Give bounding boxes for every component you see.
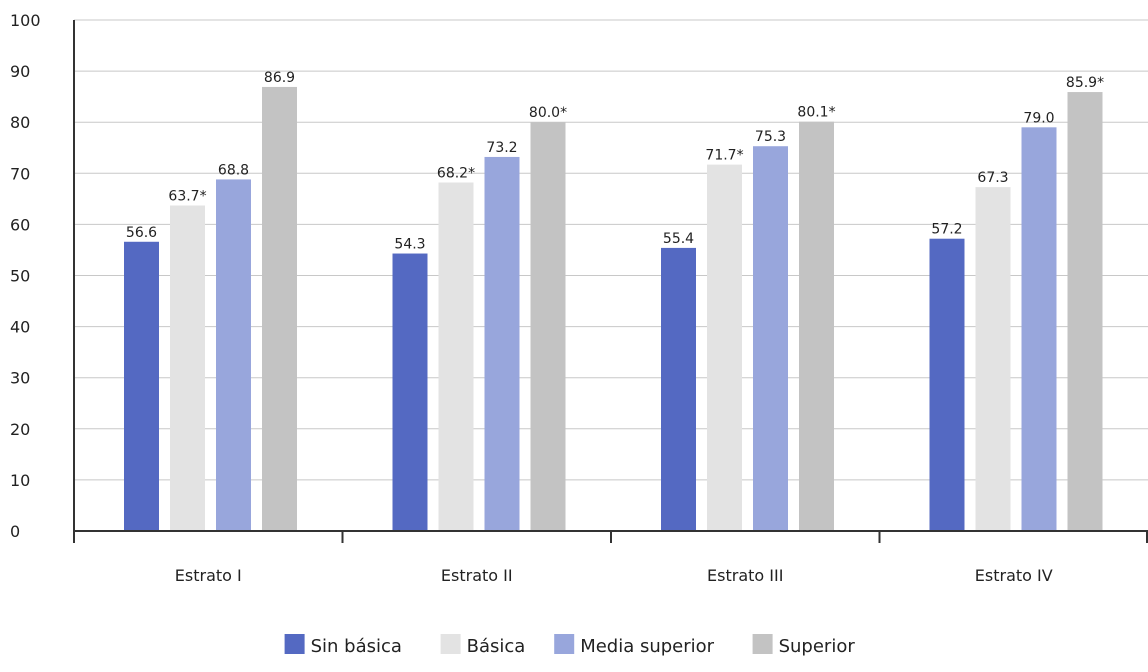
y-axis-ticks: 0 10 20 30 40 50 60 70 80 90 100: [10, 11, 41, 541]
data-label: 80.1*: [797, 105, 835, 121]
data-label: 73.2: [486, 140, 517, 156]
data-label: 86.9: [264, 70, 295, 86]
bar: [753, 146, 788, 532]
y-tick-label: 70: [10, 164, 30, 183]
bar: [484, 156, 520, 531]
data-label: 56.6: [126, 225, 157, 241]
data-label: 85.9*: [1066, 75, 1104, 91]
data-label: 75.3: [755, 129, 786, 145]
legend-swatch: [752, 634, 773, 654]
data-label: 80.0*: [529, 105, 567, 121]
y-tick-label: 20: [10, 420, 30, 439]
legend-label: Básica: [467, 636, 526, 657]
data-label: 68.8: [218, 162, 249, 178]
data-label: 68.2*: [437, 165, 475, 181]
y-tick-label: 0: [10, 522, 20, 541]
y-tick-label: 80: [10, 113, 30, 132]
y-tick-label: 60: [10, 215, 30, 234]
legend-swatch: [440, 634, 461, 654]
category-label: Estrato IV: [975, 566, 1053, 585]
y-tick-label: 40: [10, 318, 30, 337]
data-label: 55.4: [663, 231, 694, 247]
bar: [1067, 92, 1103, 532]
y-tick-label: 30: [10, 369, 30, 388]
bar: [707, 164, 742, 531]
legend-swatch: [554, 634, 575, 654]
data-label: 79.0: [1023, 110, 1054, 126]
data-label: 54.3: [394, 237, 425, 253]
bar: [929, 238, 965, 531]
bar: [392, 253, 428, 532]
bar: [799, 121, 834, 532]
data-label: 67.3: [977, 170, 1008, 186]
bar: [262, 86, 297, 531]
data-labels: 56.6 63.7* 68.8 86.9 54.3 68.2* 73.2 80.0* 55.4 7…: [126, 70, 1104, 253]
category-label: Estrato III: [707, 566, 783, 585]
category-label: Estrato I: [175, 566, 242, 585]
axes: [73, 20, 1148, 543]
data-label: 71.7*: [705, 148, 743, 164]
legend-label: Superior: [779, 636, 856, 657]
legend-swatch: [284, 634, 305, 654]
y-tick-label: 10: [10, 471, 30, 490]
legend-label: Sin básica: [311, 636, 402, 657]
y-tick-label: 100: [10, 11, 41, 30]
x-axis-categories: Estrato I Estrato II Estrato III Estrato IV: [175, 566, 1053, 585]
data-label: 57.2: [931, 222, 962, 238]
legend: Sin básica Básica Media superior Superior: [284, 634, 856, 657]
legend-label: Media superior: [580, 636, 714, 657]
bar: [661, 247, 696, 531]
bar: [530, 122, 566, 531]
bar: [975, 187, 1011, 532]
bar: [170, 205, 205, 532]
data-label: 63.7*: [168, 188, 206, 204]
bar: [216, 179, 251, 531]
bar: [438, 182, 474, 532]
y-tick-label: 90: [10, 62, 30, 81]
y-tick-label: 50: [10, 267, 30, 286]
bar: [124, 241, 159, 532]
bars: [124, 86, 1103, 532]
bar: [1021, 127, 1057, 531]
category-label: Estrato II: [441, 566, 513, 585]
gridlines: [74, 19, 1148, 481]
